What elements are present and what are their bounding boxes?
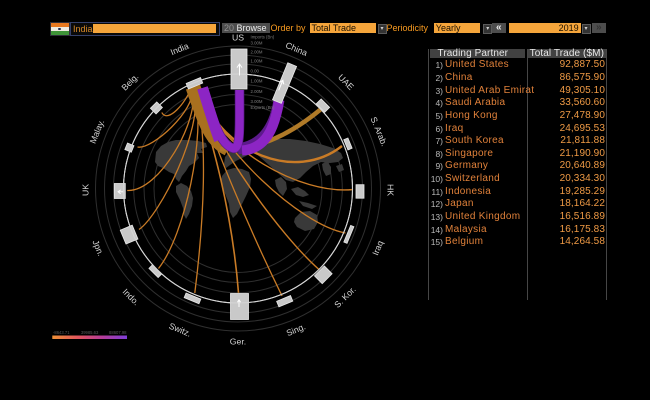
svg-text:2.00M: 2.00M — [251, 89, 263, 94]
svg-text:3.00M: 3.00M — [251, 99, 263, 104]
svg-text:Exports (Bn): Exports (Bn) — [251, 105, 275, 110]
svg-text:-8643.71: -8643.71 — [53, 330, 70, 335]
svg-text:2.00M: 2.00M — [251, 50, 263, 55]
svg-text:88607.98: 88607.98 — [109, 330, 127, 335]
svg-text:UK: UK — [80, 184, 90, 196]
svg-text:39985.63: 39985.63 — [81, 330, 99, 335]
svg-text:Ger.: Ger. — [230, 336, 246, 346]
svg-text:Imports (Bn): Imports (Bn) — [251, 35, 275, 40]
svg-text:3.00M: 3.00M — [251, 41, 263, 46]
svg-text:US: US — [232, 32, 244, 42]
svg-text:1.00M: 1.00M — [251, 59, 263, 64]
svg-text:1.00M: 1.00M — [251, 79, 263, 84]
svg-text:HK: HK — [386, 184, 396, 196]
svg-text:0.00: 0.00 — [251, 69, 260, 74]
